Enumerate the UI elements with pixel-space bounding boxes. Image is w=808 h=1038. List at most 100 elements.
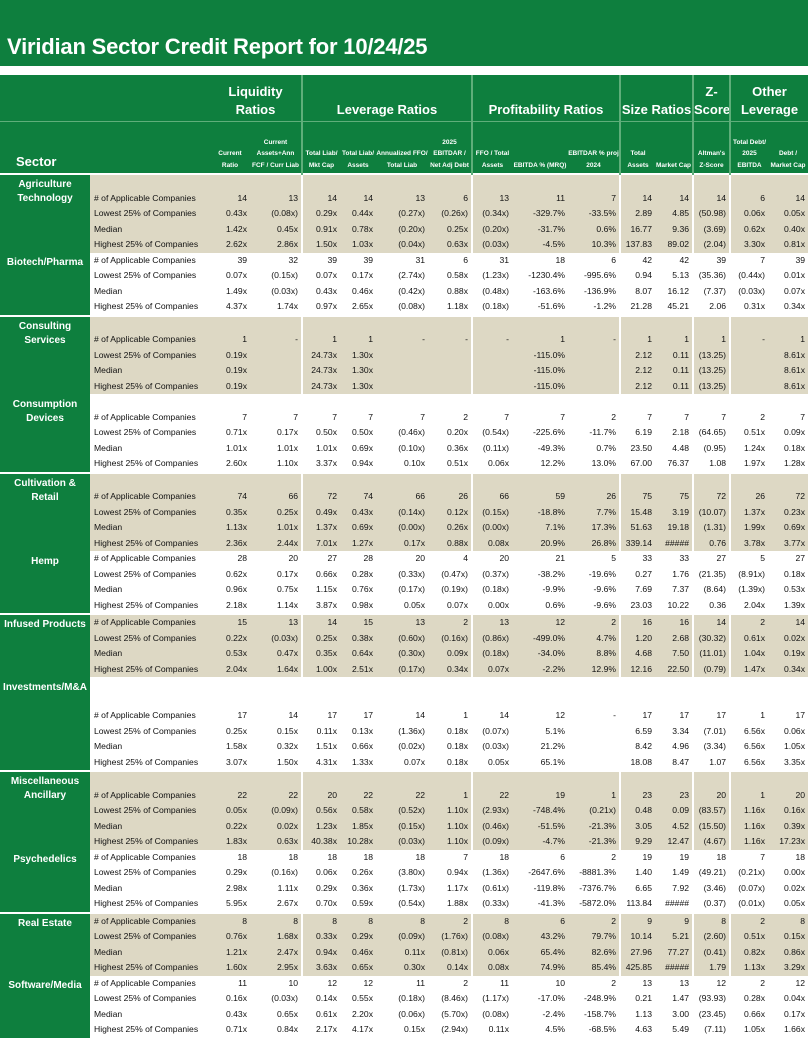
metric-cell: 7.92 xyxy=(655,880,695,896)
metric-cell: 4.96 xyxy=(655,739,695,755)
metric-cell xyxy=(568,677,621,693)
row-label: Median xyxy=(94,882,123,893)
metric-cell: 39 xyxy=(237,254,247,265)
row-label xyxy=(90,471,210,489)
metric-cell: (8.64) xyxy=(693,582,732,598)
metric-cell: 14 xyxy=(693,190,732,206)
table-row: # of Applicable Companies 17 14 17 17 14 1 14 12… xyxy=(0,708,808,724)
metric-cell: (93.93) xyxy=(693,991,732,1007)
metric-cell: 0.97x xyxy=(315,301,337,311)
metric-cell: 0.14x xyxy=(315,993,337,1003)
metric-cell: 45.21 xyxy=(655,299,695,316)
row-label: # of Applicable Companies xyxy=(90,332,210,348)
metric-cell: (0.47x) xyxy=(428,566,473,582)
metric-cell: 0.09x xyxy=(428,646,473,662)
table-row: # of Applicable Companies 74 66 72 74 66 26 66 5… xyxy=(0,489,808,505)
metric-cell xyxy=(250,347,303,363)
metric-cell: (0.09x) xyxy=(250,803,303,819)
metric-cell: 18 xyxy=(237,851,247,862)
metric-cell xyxy=(568,770,621,788)
metric-cell: 0.48 xyxy=(620,803,655,819)
metric-cell: (0.03x) xyxy=(250,991,303,1007)
metric-cell: 7 xyxy=(242,411,247,422)
metric-cell: 24.73x xyxy=(302,347,340,363)
metric-cell: 0.17x xyxy=(376,535,428,551)
metric-cell: 22 xyxy=(250,787,303,803)
metric-cell: 2.60x xyxy=(225,458,247,468)
metric-cell: (0.33x) xyxy=(398,568,425,579)
metric-cell: 0.05x xyxy=(768,206,808,222)
metric-cell: (0.15x) xyxy=(472,504,512,520)
metric-cell: 2.36x xyxy=(210,535,250,551)
metric-cell: 0.7% xyxy=(568,440,621,456)
sector-name: Hemp xyxy=(0,551,90,615)
metric-cell: 0.43x xyxy=(225,1008,247,1019)
metric-cell xyxy=(340,394,376,410)
metric-cell: -115.0% xyxy=(512,347,568,363)
metric-cell: 8 xyxy=(250,911,303,929)
metric-cell: 3.29x xyxy=(768,960,808,976)
metric-cell: 10.14 xyxy=(620,929,655,945)
sector-block: Miscellaneous Ancillary # of Applicable C… xyxy=(0,770,808,850)
metric-cell: 0.35x xyxy=(302,646,340,662)
metric-cell: 0.29x xyxy=(302,206,340,222)
metric-cell xyxy=(250,173,303,191)
metric-cell: 0.07x xyxy=(428,597,473,614)
column-header: FFO / Total Assets xyxy=(472,121,512,174)
column-header-row: Sector Current Ratio Current Assets+Ann F… xyxy=(0,121,808,174)
metric-cell xyxy=(620,314,655,332)
metric-cell: 0.49x xyxy=(302,504,340,520)
metric-cell: 74.9% xyxy=(512,960,568,976)
metric-cell: -2.4% xyxy=(542,1008,565,1019)
metric-cell: 1.18x xyxy=(428,299,473,316)
metric-cell: 77.27 xyxy=(655,944,695,960)
metric-cell: (3.69) xyxy=(693,221,732,237)
row-label: # of Applicable Companies xyxy=(90,190,210,206)
row-label: Highest 25% of Companies xyxy=(90,661,210,677)
metric-cell xyxy=(428,471,473,489)
metric-cell: 2 xyxy=(760,411,766,422)
metric-cell xyxy=(768,173,808,191)
metric-cell: (0.15x) xyxy=(376,818,428,834)
metric-cell: 0.32x xyxy=(250,739,303,755)
sector-block: Consulting Services # of Applicable Compa… xyxy=(0,314,808,395)
metric-cell: (1.36x) xyxy=(398,725,425,736)
metric-cell: (0.52x) xyxy=(376,803,428,819)
metric-cell: (4.67) xyxy=(693,834,732,850)
metric-cell: 0.76x xyxy=(351,584,373,594)
sector-name: Psychedelics xyxy=(0,849,90,913)
column-header: EBITDA % (MRQ) xyxy=(512,121,568,174)
metric-cell: - xyxy=(472,332,512,348)
row-label: # of Applicable Companies xyxy=(90,911,210,929)
metric-cell xyxy=(620,173,655,191)
metric-cell xyxy=(340,677,376,693)
metric-cell: 2 xyxy=(760,977,766,988)
header-blank xyxy=(0,75,210,122)
metric-cell xyxy=(302,471,340,489)
metric-cell: 0.65x xyxy=(340,960,376,976)
metric-cell: 2.18x xyxy=(225,599,247,610)
metric-cell: 2.89 xyxy=(620,206,655,222)
metric-cell: 59 xyxy=(512,489,568,505)
metric-cell: 1.04x xyxy=(730,646,769,662)
metric-cell xyxy=(376,394,428,410)
metric-cell xyxy=(210,693,250,709)
metric-cell: 0.88x xyxy=(428,283,473,299)
metric-cell xyxy=(768,394,808,410)
metric-cell: 8.61x xyxy=(768,363,808,379)
metric-cell: 17.23x xyxy=(768,834,808,850)
metric-cell: (0.09x) xyxy=(472,834,512,850)
metric-cell: 1.01x xyxy=(225,442,247,453)
metric-cell: (0.03x) xyxy=(250,283,303,299)
row-label: Lowest 25% of Companies xyxy=(90,347,210,363)
metric-cell xyxy=(472,394,512,410)
metric-cell: 6.56x xyxy=(743,756,766,767)
column-header: Total Assets xyxy=(620,121,655,174)
metric-cell: 26.8% xyxy=(568,535,621,551)
metric-cell xyxy=(655,770,695,788)
metric-cell: 1.68x xyxy=(250,929,303,945)
metric-cell: 0.55x xyxy=(351,993,373,1003)
metric-cell: 17 xyxy=(795,710,806,720)
metric-cell: 0.10x xyxy=(403,458,425,468)
metric-cell: 0.18x xyxy=(783,568,806,579)
